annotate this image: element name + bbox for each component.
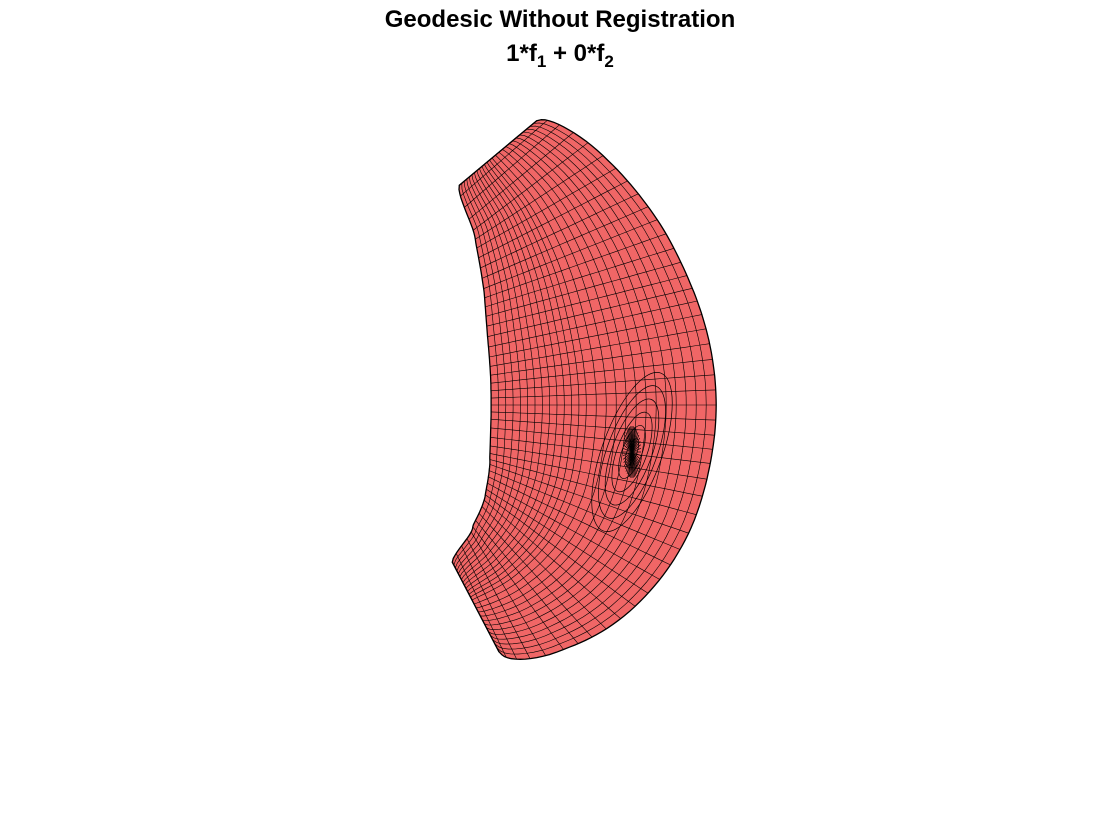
mesh-line-transverse <box>481 506 607 630</box>
mesh-line-transverse <box>486 275 687 327</box>
mesh-line-transverse <box>490 445 707 480</box>
mesh-line-transverse <box>455 553 507 658</box>
mesh-line-transverse <box>487 288 693 337</box>
mesh-line-transverse <box>488 476 671 566</box>
mesh-line-transverse <box>485 494 636 607</box>
mesh-line-transverse <box>489 470 681 550</box>
mesh-line-transverse <box>490 427 713 450</box>
mesh-line-transverse <box>491 411 716 421</box>
mesh-line-transverse <box>485 248 674 308</box>
mesh-vortex-ring <box>618 425 646 479</box>
mesh-line-transverse <box>472 526 564 650</box>
mesh-line-transverse <box>476 168 617 249</box>
mesh-line-transverse <box>468 132 574 220</box>
mesh-line-transverse <box>466 538 531 659</box>
mesh-line-transverse <box>483 219 658 289</box>
mesh-vortex-ring <box>611 411 653 493</box>
mesh-line-transverse <box>490 374 715 392</box>
mesh-vortex-ring <box>604 398 660 506</box>
mesh-line-transverse <box>489 464 689 534</box>
mesh-line-transverse <box>490 359 713 384</box>
subtitle-subscript-1: 1 <box>536 52 547 71</box>
mesh-line-transverse <box>485 261 681 317</box>
mesh-line-transverse <box>461 545 517 660</box>
mesh-line-transverse <box>489 328 707 367</box>
subtitle-subscript-2: 2 <box>604 52 614 71</box>
mesh-line-transverse <box>460 120 548 197</box>
mesh-line-transverse <box>478 180 628 259</box>
mesh-line-transverse <box>489 459 697 515</box>
subtitle-term-1: 1*f <box>506 40 537 67</box>
mesh-line-transverse <box>489 453 703 497</box>
mesh-line-transverse <box>486 488 649 594</box>
figure-title: Geodesic Without Registration <box>384 6 736 33</box>
mesh-line-transverse <box>488 300 698 348</box>
mesh-line-transverse <box>487 482 660 580</box>
mesh-line-transverse <box>491 389 716 399</box>
figure-subtitle: 1*f1 + 0*f2 <box>0 40 1120 71</box>
mesh-line-transverse <box>490 343 710 376</box>
mesh-line-transverse <box>473 142 589 231</box>
mesh-vortex-ring <box>624 438 640 466</box>
mesh-line-transverse <box>483 499 621 619</box>
mesh-vortex-ring <box>591 372 673 532</box>
mesh-line-transverse <box>475 520 579 644</box>
mesh-line-transverse <box>478 513 593 638</box>
mesh-line-transverse <box>480 193 639 269</box>
mesh-line-transverse <box>484 233 667 299</box>
mesh-line-transverse <box>489 314 702 358</box>
mesh-vortex-ring <box>598 385 666 519</box>
mesh-line-transverse <box>481 206 649 279</box>
mesh-line-transverse <box>475 155 604 240</box>
surface-body <box>451 119 717 660</box>
mesh-line-transverse <box>490 437 711 464</box>
mesh-line-transverse <box>470 531 546 656</box>
mesh-line-transverse <box>464 124 560 208</box>
surface-mesh <box>451 119 717 660</box>
subtitle-term-2: + 0*f <box>546 40 605 67</box>
mesh-line-transverse <box>490 418 715 436</box>
